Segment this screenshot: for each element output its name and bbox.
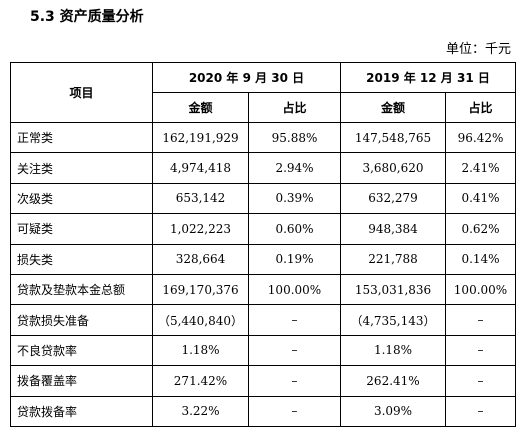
cell: 4,974,418 [152, 152, 249, 184]
table-row: 次级类 653,142 0.39% 632,279 0.41% [10, 182, 516, 215]
table-row: 不良贷款率 1.18% –1.18% – [10, 334, 516, 367]
cell: 1.18% [152, 334, 249, 367]
cell: – [445, 304, 516, 336]
cell: 3.09% [340, 395, 446, 427]
row-label: 关注类 [10, 152, 153, 184]
asset-quality-table: 项目 2020 年 9 月 30 日 2019 年 12 月 31 日 金额 占… [10, 62, 516, 427]
row-label: 拨备覆盖率 [10, 365, 153, 397]
cell: – [248, 334, 341, 367]
cell: 1.18% [340, 334, 446, 367]
cell: – [248, 395, 341, 427]
subheader-cell: 占比 [248, 92, 341, 123]
cell: – [445, 395, 516, 427]
cell: （5,440,840） [152, 304, 249, 336]
table-row: 关注类 4,974,418 2.94% 3,680,620 2.41% [10, 152, 516, 184]
cell: 169,170,376 [152, 273, 249, 306]
cell: – [445, 334, 516, 367]
cell: 2.94% [248, 152, 341, 184]
table-body: 正常类 162,191,929 95.88% 147,548,765 96.42% 关注类… [10, 121, 516, 427]
cell: 0.39% [248, 182, 341, 215]
cell: – [248, 365, 341, 397]
cell: 3,680,620 [340, 152, 446, 184]
cell: 948,384 [340, 213, 446, 245]
table-row: 可疑类 1,022,223 0.60% 948,384 0.62% [10, 213, 516, 245]
cell: 0.14% [445, 243, 516, 275]
section-title: 5.3 资产质量分析 [30, 9, 144, 25]
cell: – [445, 365, 516, 397]
cell: 100.00% [248, 273, 341, 306]
cell: 147,548,765 [340, 121, 446, 154]
table-row: 损失类 328,664 0.19% 221,788 0.14% [10, 243, 516, 275]
unit-note: 单位：千元 [445, 42, 511, 57]
cell: 632,279 [340, 182, 446, 215]
cell: 328,664 [152, 243, 249, 275]
header-cell: 2019 年 12 月 31 日 [340, 62, 516, 93]
table-row: 贷款损失准备 （5,440,840） – （4,735,143） – [10, 304, 516, 336]
header-cell: 2020 年 9 月 30 日 [152, 62, 341, 93]
header-cell: 项目 [10, 62, 153, 123]
row-label: 贷款损失准备 [10, 304, 153, 336]
row-label: 贷款及垫款本金总额 [10, 273, 153, 306]
row-label: 不良贷款率 [10, 334, 153, 367]
cell: 153,031,836 [340, 273, 446, 306]
cell: （4,735,143） [340, 304, 446, 336]
row-label: 次级类 [10, 182, 153, 215]
cell: 262.41% [340, 365, 446, 397]
table-row: 正常类 162,191,929 95.88% 147,548,765 96.42% [10, 121, 516, 154]
cell: 0.19% [248, 243, 341, 275]
table-row: 贷款及垫款本金总额 169,170,376 100.00% 153,031,836 10… [10, 273, 516, 306]
cell: – [248, 304, 341, 336]
cell: 3.22% [152, 395, 249, 427]
cell: 271.42% [152, 365, 249, 397]
cell: 221,788 [340, 243, 446, 275]
cell: 0.41% [445, 182, 516, 215]
row-label: 可疑类 [10, 213, 153, 245]
row-label: 正常类 [10, 121, 153, 154]
subheader-cell: 占比 [445, 92, 516, 123]
table-row: 拨备覆盖率 271.42% –262.41% – [10, 365, 516, 397]
cell: 95.88% [248, 121, 341, 154]
subheader-cell: 金额 [340, 92, 446, 123]
subheader-cell: 金额 [152, 92, 249, 123]
cell: 1,022,223 [152, 213, 249, 245]
cell: 0.62% [445, 213, 516, 245]
cell: 100.00% [445, 273, 516, 306]
row-label: 损失类 [10, 243, 153, 275]
cell: 0.60% [248, 213, 341, 245]
cell: 96.42% [445, 121, 516, 154]
table-row: 贷款拨备率 3.22% –3.09% – [10, 395, 516, 427]
row-label: 贷款拨备率 [10, 395, 153, 427]
cell: 2.41% [445, 152, 516, 184]
cell: 653,142 [152, 182, 249, 215]
cell: 162,191,929 [152, 121, 249, 154]
